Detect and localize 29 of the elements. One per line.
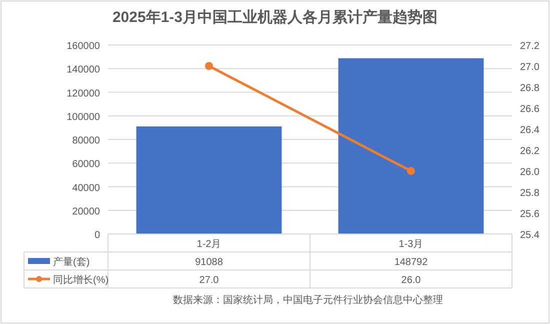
data-label: 91088 — [195, 257, 224, 268]
y2-tick-label: 26.8 — [520, 83, 540, 94]
x-tick-label: 1-2月 — [196, 239, 222, 250]
data-label: 27.0 — [199, 275, 220, 286]
y2-tick-label: 25.6 — [520, 209, 540, 220]
y-tick-label: 60000 — [72, 159, 100, 170]
source-note: 数据来源：国家统计局，中国电子元件行业协会信息中心整理 — [173, 294, 443, 306]
data-label: 26.0 — [401, 275, 422, 286]
y-tick-label: 20000 — [72, 206, 100, 218]
y2-tick-label: 25.4 — [520, 230, 540, 241]
y-tick-label: 0 — [94, 230, 100, 241]
y-tick-label: 100000 — [66, 112, 100, 123]
y2-tick-label: 27.0 — [520, 62, 540, 73]
y-tick-label: 40000 — [72, 182, 100, 194]
legend-label: 产量(套) — [53, 256, 90, 268]
y-tick-label: 160000 — [66, 41, 100, 52]
y2-tick-label: 26.2 — [520, 146, 540, 157]
y-tick-label: 140000 — [66, 64, 100, 76]
y-tick-label: 120000 — [66, 88, 100, 100]
legend-label: 同比增长(%) — [53, 274, 109, 286]
y2-tick-label: 26.6 — [520, 104, 540, 115]
y-tick-label: 80000 — [72, 136, 100, 146]
y2-tick-label: 26.4 — [520, 125, 540, 136]
chart-title: 2025年1-3月中国工业机器人各月累计产量趋势图 — [112, 9, 438, 26]
y2-tick-label: 25.8 — [520, 188, 540, 199]
data-label: 148792 — [394, 257, 428, 268]
y2-tick-label: 26.0 — [520, 167, 540, 178]
y2-tick-label: 27.2 — [520, 41, 540, 52]
x-tick-label: 1-3月 — [398, 239, 424, 250]
